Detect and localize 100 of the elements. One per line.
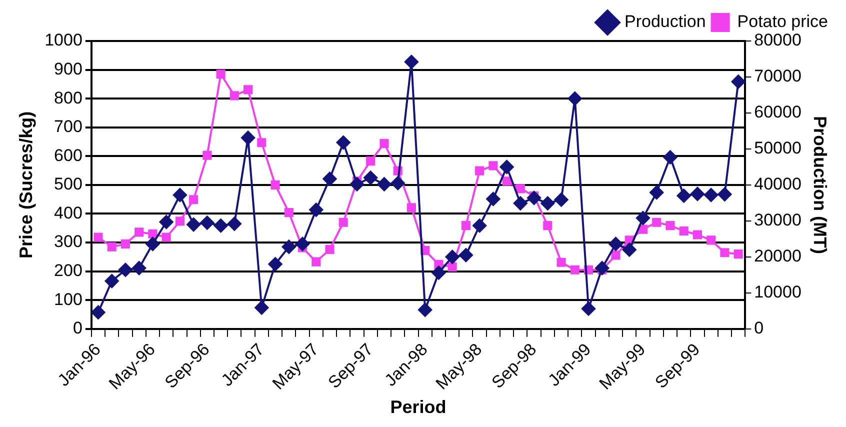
- y2-tick-label: 80000: [754, 30, 802, 50]
- point: [582, 302, 596, 316]
- point: [676, 188, 691, 203]
- point: [486, 192, 500, 206]
- point: [380, 138, 389, 148]
- point: [543, 221, 552, 230]
- y-tick-label: 500: [54, 174, 82, 194]
- point: [390, 176, 405, 190]
- point: [706, 236, 716, 245]
- y2-tick-label: 0: [754, 318, 764, 338]
- point: [338, 218, 348, 227]
- point: [502, 176, 512, 186]
- point: [527, 190, 542, 205]
- point: [146, 236, 160, 251]
- point: [257, 138, 266, 148]
- point: [148, 229, 158, 238]
- point: [516, 184, 525, 194]
- y-tick-label: 0: [72, 318, 82, 338]
- point: [336, 135, 350, 150]
- y-axis-title: Price (Sucres/kg): [16, 111, 36, 258]
- point: [94, 232, 103, 242]
- point: [652, 218, 662, 227]
- point: [475, 166, 484, 176]
- point: [692, 230, 702, 240]
- x-axis-title: Period: [390, 397, 446, 418]
- point: [309, 202, 324, 217]
- point: [622, 242, 636, 257]
- point: [513, 196, 528, 210]
- point: [268, 257, 282, 272]
- point: [418, 302, 432, 317]
- point: [638, 224, 648, 234]
- y2-tick-label: 70000: [754, 66, 802, 86]
- point: [445, 250, 460, 264]
- point: [282, 240, 296, 254]
- point: [570, 265, 580, 274]
- point: [734, 250, 743, 259]
- point: [540, 196, 555, 210]
- point: [312, 257, 321, 266]
- point: [254, 300, 269, 315]
- legend-label: Potato price: [737, 12, 828, 32]
- point: [472, 218, 487, 233]
- y-tick-label: 300: [54, 232, 82, 252]
- point: [175, 216, 184, 226]
- point: [120, 239, 130, 248]
- y-tick-label: 800: [54, 88, 82, 108]
- point: [107, 242, 116, 252]
- point: [296, 236, 310, 251]
- point: [704, 188, 718, 202]
- point: [636, 211, 650, 226]
- point: [404, 54, 418, 69]
- point: [731, 74, 746, 89]
- point: [202, 150, 212, 160]
- point: [679, 226, 688, 236]
- point: [488, 161, 498, 170]
- point: [718, 187, 732, 202]
- y2-tick-label: 50000: [754, 138, 802, 158]
- y-tick-label: 100: [54, 290, 82, 309]
- legend-label: Production: [624, 12, 706, 32]
- y-tick-label: 1000: [44, 30, 82, 50]
- point: [720, 248, 730, 258]
- point: [650, 186, 664, 200]
- point: [448, 262, 457, 272]
- y2-tick-label: 10000: [754, 282, 802, 302]
- point: [172, 188, 187, 202]
- point: [244, 85, 253, 94]
- point: [406, 203, 416, 212]
- point: [377, 177, 392, 192]
- point: [104, 274, 119, 288]
- point: [556, 258, 566, 267]
- point: [608, 236, 623, 251]
- point: [611, 250, 620, 260]
- point: [91, 305, 106, 320]
- point: [118, 262, 132, 277]
- point: [322, 172, 337, 186]
- point: [134, 228, 144, 237]
- point: [461, 221, 470, 230]
- point: [241, 130, 256, 145]
- point: [458, 248, 473, 262]
- point: [159, 215, 174, 230]
- y2-tick-label: 60000: [754, 102, 802, 122]
- point: [595, 261, 610, 276]
- point: [214, 218, 228, 233]
- point: [230, 91, 239, 100]
- point: [432, 266, 446, 280]
- point: [663, 150, 678, 164]
- y-tick-label: 400: [54, 203, 82, 222]
- y-tick-label: 700: [54, 117, 82, 136]
- point: [162, 232, 171, 242]
- point: [690, 186, 704, 201]
- y-tick-label: 600: [54, 146, 82, 165]
- y2-axis-title: Production (MT): [810, 116, 830, 254]
- y2-tick-label: 30000: [754, 210, 802, 230]
- point: [132, 261, 146, 276]
- point: [325, 244, 334, 254]
- point: [227, 216, 242, 231]
- point: [284, 208, 294, 218]
- y-tick-label: 200: [54, 261, 82, 280]
- y2-tick-label: 20000: [754, 246, 802, 266]
- point: [366, 156, 376, 166]
- point: [666, 221, 675, 230]
